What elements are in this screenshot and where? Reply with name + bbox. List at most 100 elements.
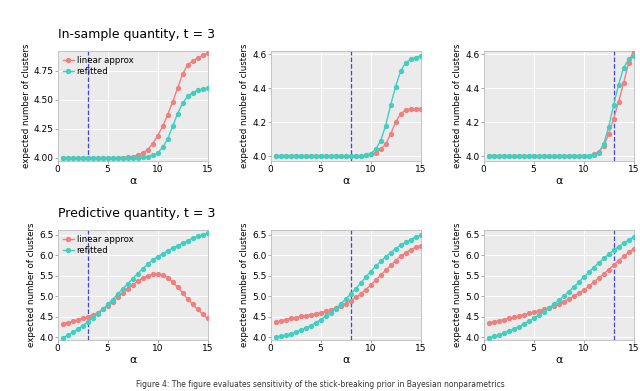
refitted	[139, 155, 147, 160]
refitted	[287, 332, 294, 336]
refitted	[104, 156, 111, 160]
linear approx	[605, 132, 612, 136]
linear approx	[500, 317, 508, 322]
refitted	[104, 302, 111, 307]
refitted	[356, 281, 364, 285]
refitted	[312, 154, 319, 158]
refitted	[148, 153, 156, 158]
linear approx	[615, 258, 623, 263]
X-axis label: α: α	[555, 176, 563, 186]
refitted	[585, 270, 593, 275]
refitted	[392, 246, 399, 251]
linear approx	[605, 267, 612, 272]
linear approx	[317, 310, 324, 315]
refitted	[93, 156, 101, 160]
refitted	[194, 234, 202, 239]
linear approx	[402, 108, 410, 113]
refitted	[347, 154, 355, 158]
linear approx	[505, 154, 513, 158]
linear approx	[292, 315, 300, 320]
Text: Figure 4: The figure evaluates sensitivity of the stick-breaking prior in Bayesi: Figure 4: The figure evaluates sensitivi…	[136, 380, 504, 389]
linear approx	[302, 154, 310, 158]
linear approx	[615, 99, 623, 104]
linear approx	[169, 100, 177, 104]
refitted	[134, 271, 141, 276]
Legend: linear approx, refitted: linear approx, refitted	[62, 55, 134, 77]
refitted	[620, 65, 627, 70]
linear approx	[322, 309, 330, 314]
linear approx	[124, 287, 131, 292]
linear approx	[104, 156, 111, 160]
linear approx	[377, 147, 385, 152]
linear approx	[68, 319, 76, 324]
refitted	[139, 266, 147, 271]
linear approx	[515, 154, 522, 158]
refitted	[525, 154, 532, 158]
refitted	[134, 155, 141, 160]
linear approx	[179, 291, 186, 295]
linear approx	[99, 307, 106, 312]
refitted	[109, 156, 116, 160]
refitted	[337, 154, 344, 158]
linear approx	[540, 307, 547, 312]
linear approx	[392, 120, 399, 125]
linear approx	[287, 316, 294, 321]
refitted	[154, 151, 161, 156]
Line: refitted: refitted	[61, 86, 209, 160]
linear approx	[64, 320, 72, 325]
refitted	[397, 69, 404, 74]
linear approx	[159, 273, 166, 277]
refitted	[605, 252, 612, 257]
refitted	[372, 264, 380, 269]
Line: refitted: refitted	[486, 54, 636, 158]
refitted	[68, 156, 76, 160]
refitted	[615, 83, 623, 87]
linear approx	[99, 156, 106, 160]
refitted	[510, 154, 518, 158]
refitted	[490, 154, 497, 158]
linear approx	[184, 297, 191, 301]
linear approx	[600, 143, 607, 148]
linear approx	[407, 248, 415, 252]
refitted	[169, 124, 177, 129]
linear approx	[109, 299, 116, 304]
refitted	[272, 154, 280, 158]
refitted	[174, 111, 182, 116]
linear approx	[93, 310, 101, 315]
Text: In-sample quantity, t = 3: In-sample quantity, t = 3	[58, 28, 214, 41]
refitted	[545, 306, 552, 310]
linear approx	[367, 283, 374, 287]
refitted	[322, 314, 330, 319]
refitted	[402, 240, 410, 245]
refitted	[184, 239, 191, 243]
refitted	[272, 335, 280, 340]
refitted	[620, 241, 627, 246]
refitted	[317, 154, 324, 158]
refitted	[550, 154, 557, 158]
Y-axis label: expected number of clusters: expected number of clusters	[22, 44, 31, 168]
linear approx	[204, 316, 211, 321]
linear approx	[104, 303, 111, 308]
linear approx	[510, 315, 518, 319]
refitted	[352, 154, 360, 158]
refitted	[109, 297, 116, 302]
Line: refitted: refitted	[61, 231, 209, 340]
linear approx	[307, 154, 314, 158]
refitted	[377, 259, 385, 264]
linear approx	[194, 307, 202, 312]
linear approx	[580, 154, 588, 158]
linear approx	[630, 246, 637, 251]
linear approx	[585, 284, 593, 289]
refitted	[189, 90, 196, 95]
refitted	[381, 123, 389, 128]
linear approx	[194, 56, 202, 60]
linear approx	[189, 302, 196, 307]
refitted	[484, 154, 492, 158]
refitted	[297, 154, 305, 158]
linear approx	[189, 59, 196, 64]
linear approx	[204, 51, 211, 56]
linear approx	[495, 319, 502, 323]
linear approx	[387, 263, 394, 268]
refitted	[595, 151, 602, 155]
refitted	[204, 231, 211, 236]
